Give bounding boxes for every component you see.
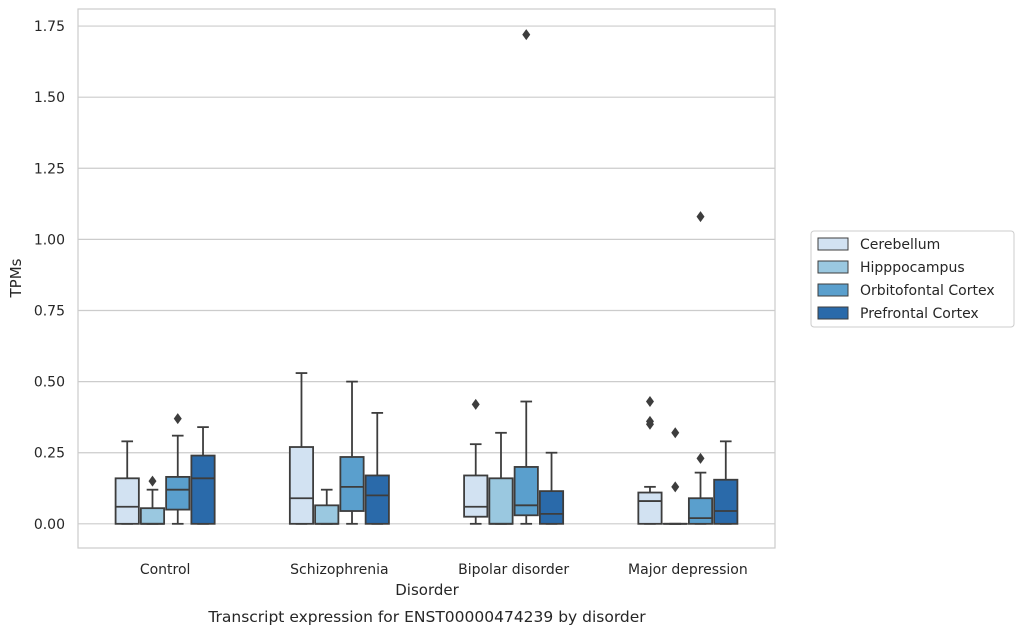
box-orbitofontal-cortex: [513, 29, 539, 525]
box-iqr: [488, 477, 514, 525]
legend-swatch: [817, 283, 849, 297]
box-outlier: [645, 396, 654, 408]
y-tick-label: 0.50: [34, 375, 65, 391]
box-iqr: [314, 504, 340, 525]
box-outlier: [696, 452, 705, 464]
box-cerebellum: [637, 396, 663, 525]
box-groups: [114, 29, 739, 525]
box-outlier: [671, 481, 680, 493]
box-hipppocampus: [314, 488, 340, 525]
legend-swatch: [817, 306, 849, 320]
box-outlier: [522, 29, 531, 41]
box-hipppocampus: [488, 431, 514, 525]
box-iqr: [637, 491, 663, 525]
box-iqr: [463, 474, 489, 518]
box-outlier: [173, 413, 182, 425]
box-outlier: [645, 418, 654, 430]
legend: Cerebellum Hipppocampus Orbitofontal Corte…: [810, 230, 1015, 328]
box-outlier: [696, 211, 705, 223]
box-orbitofontal-cortex: [165, 413, 191, 525]
legend-label: Cerebellum: [860, 237, 940, 253]
box-prefrontal-cortex: [538, 451, 565, 525]
box-iqr: [687, 497, 714, 525]
box-iqr: [114, 477, 140, 525]
box-prefrontal-cortex: [190, 426, 216, 525]
box-iqr: [513, 466, 539, 517]
box-iqr: [165, 475, 191, 511]
box-outlier: [148, 475, 157, 487]
x-tick-label: Control: [140, 562, 191, 578]
x-tick-label: Bipolar disorder: [458, 562, 569, 578]
box-iqr: [538, 490, 565, 525]
legend-label: Prefrontal Cortex: [860, 306, 979, 322]
y-axis-title: TPMs: [7, 258, 25, 298]
box-cerebellum: [463, 398, 489, 525]
box-orbitofontal-cortex: [687, 211, 714, 525]
y-tick-label: 0.25: [34, 446, 65, 462]
y-tick-label: 1.25: [34, 161, 65, 177]
y-tick-label: 0.00: [34, 517, 65, 533]
legend-label: Orbitofontal Cortex: [860, 283, 995, 299]
box-iqr: [288, 446, 315, 525]
box-iqr: [339, 456, 365, 512]
box-hipppocampus: [139, 475, 166, 525]
box-cerebellum: [288, 372, 315, 525]
x-tick-label: Major depression: [628, 562, 748, 578]
y-tick-label: 1.75: [34, 19, 65, 35]
box-orbitofontal-cortex: [339, 380, 365, 525]
box-prefrontal-cortex: [713, 440, 739, 525]
box-iqr: [139, 507, 166, 525]
legend-frame: [810, 230, 1015, 328]
box-outlier: [471, 398, 480, 410]
legend-label: Hipppocampus: [860, 260, 965, 276]
plot-frame: [77, 8, 776, 549]
legend-swatch: [817, 237, 849, 251]
y-tick-label: 1.50: [34, 90, 65, 106]
box-iqr: [364, 474, 390, 525]
box-prefrontal-cortex: [364, 411, 390, 525]
y-tick-labels: 0.00 0.25 0.50 0.75 1.00 1.25 1.50 1.75: [34, 19, 65, 533]
box-iqr: [713, 478, 739, 525]
chart-caption: Transcript expression for ENST0000047423…: [207, 608, 646, 626]
x-tick-labels: Control Schizophrenia Bipolar disorder Majo…: [140, 562, 748, 578]
y-tick-label: 0.75: [34, 303, 65, 319]
legend-swatch: [817, 260, 849, 274]
grid-lines: [78, 25, 775, 525]
box-outlier: [671, 427, 680, 439]
box-hipppocampus: [662, 427, 688, 525]
y-tick-label: 1.00: [34, 232, 65, 248]
box-iqr: [190, 454, 216, 525]
box-cerebellum: [114, 440, 140, 525]
x-tick-label: Schizophrenia: [290, 562, 388, 578]
x-axis-title: Disorder: [395, 581, 459, 599]
